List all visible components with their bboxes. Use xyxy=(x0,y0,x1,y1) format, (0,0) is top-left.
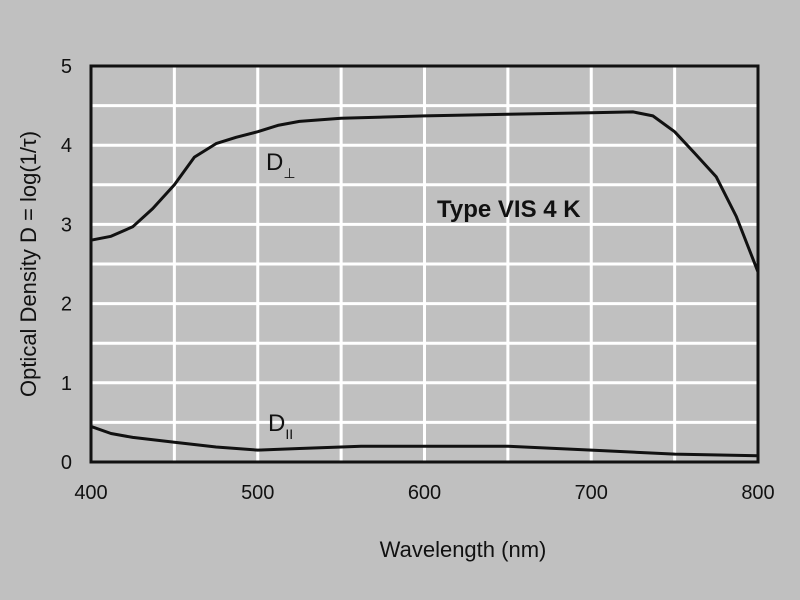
x-tick-label: 400 xyxy=(74,482,107,504)
x-axis-label: Wavelength (nm) xyxy=(380,537,547,562)
x-tick-label: 700 xyxy=(575,482,608,504)
series-line-d-parallel xyxy=(90,424,759,458)
y-tick-label: 4 xyxy=(61,135,72,157)
x-tick-label: 800 xyxy=(741,482,774,504)
y-tick-label: 3 xyxy=(61,214,72,236)
y-axis-label: Optical Density D = log(1/τ) xyxy=(16,131,41,397)
series-labels: D⊥ DII xyxy=(266,149,296,442)
chart-title: Type VIS 4 K xyxy=(437,196,581,223)
x-tick-label: 500 xyxy=(241,482,274,504)
x-tick-labels: 400 500 600 700 800 xyxy=(74,482,774,504)
series-label: D⊥ xyxy=(266,149,296,181)
series-line-d-perp xyxy=(90,110,760,273)
y-tick-label: 2 xyxy=(61,294,72,316)
y-tick-label: 1 xyxy=(61,373,72,395)
x-tick-label: 600 xyxy=(408,482,441,504)
grid xyxy=(91,66,758,462)
y-tick-label: 5 xyxy=(61,56,72,78)
y-tick-label: 0 xyxy=(61,452,72,474)
y-tick-labels: 0 1 2 3 4 5 xyxy=(61,56,72,474)
series-label: DII xyxy=(268,410,293,442)
series-lines xyxy=(90,110,760,458)
plot-frame xyxy=(89,64,760,464)
